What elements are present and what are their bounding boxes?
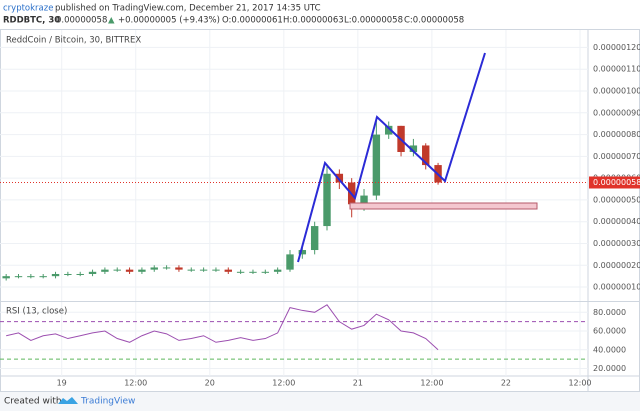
candle-body [51, 273, 60, 277]
candle-body [261, 271, 270, 273]
chart-title: ReddCoin / Bitcoin, 30, BITTREX [6, 36, 141, 46]
candle-body [14, 276, 23, 278]
candle-body [113, 269, 121, 271]
low: L:0.00000058 [344, 16, 403, 26]
candle-body [101, 269, 109, 272]
candle-body [409, 145, 418, 152]
candle-body [249, 271, 257, 273]
last-price-box [589, 176, 640, 189]
y-tick-label: 0.00000040 [593, 217, 640, 226]
candle-body [310, 226, 319, 251]
candle-body [125, 269, 134, 272]
y-tick-label: 80.0000 [593, 308, 626, 317]
candle-body [323, 173, 331, 227]
candle-body [2, 276, 10, 279]
candle-body [335, 173, 344, 183]
y-tick-label: 0.00000110 [593, 65, 640, 74]
candle-body [372, 134, 381, 196]
published: published on TradingView.com, December 2… [55, 4, 321, 14]
candle-body [138, 269, 146, 272]
y-tick-label: 0.00000030 [593, 239, 640, 248]
y-tick-label: 0.00000020 [593, 261, 640, 270]
x-tick-label: 22 [501, 379, 511, 388]
candle-body [422, 145, 430, 166]
y-tick-label: 0.00000070 [593, 152, 640, 161]
x-tick-label: 19 [57, 379, 67, 388]
change: +0.00000005 (+9.43%) [118, 16, 220, 26]
candle-body [27, 276, 35, 278]
candle-body [298, 250, 307, 255]
symbol: RDDBTC, 30 [3, 16, 60, 26]
y-tick-label: 20.0000 [593, 364, 626, 373]
open: O:0.00000061 [222, 16, 283, 26]
y-tick-label: 0.00000090 [593, 108, 640, 117]
y-tick-label: 60.0000 [593, 327, 626, 336]
x-tick-label: 20 [205, 379, 215, 388]
y-tick-label: 40.0000 [593, 345, 626, 354]
candle-body [150, 267, 158, 270]
x-tick-label: 21 [353, 379, 363, 388]
y-tick-label: 0.00000100 [593, 86, 640, 95]
candle-body [39, 276, 47, 278]
author[interactable]: cryptokraze [3, 4, 53, 14]
arrow: ▲ [108, 16, 115, 26]
candle-body [385, 125, 393, 135]
footer-brand[interactable]: TradingView [80, 397, 135, 407]
rsi-title: RSI (13, close) [6, 307, 67, 317]
footer-created: Created with [4, 397, 62, 407]
x-tick-label: 12:00 [272, 379, 295, 388]
y-tick-label: 0.00000080 [593, 130, 640, 139]
rsi-line [6, 304, 439, 351]
candle-body [224, 269, 232, 272]
high: H:0.00000063 [283, 16, 344, 26]
x-tick-label: 12:00 [568, 379, 591, 388]
y-tick-label: 0.00000050 [593, 195, 640, 204]
candle-body [76, 273, 84, 275]
candle-body [64, 273, 72, 275]
last-price-label: 0.00000058 [593, 178, 640, 187]
close: C:0.00000058 [404, 16, 464, 26]
candle-body [162, 267, 171, 269]
candle-body [187, 269, 195, 271]
y-tick-label: 0.00000120 [593, 43, 640, 52]
support-zone [349, 202, 538, 210]
footer [0, 392, 640, 411]
candle-body [236, 271, 245, 273]
candle-body [88, 271, 97, 274]
logo-icon [58, 397, 78, 404]
drawn-pattern [297, 52, 486, 263]
candle-body [175, 267, 183, 270]
x-tick-label: 12:00 [420, 379, 443, 388]
x-tick-label: 12:00 [124, 379, 147, 388]
y-tick-label: 0.00000010 [593, 283, 640, 292]
candle-body [212, 269, 220, 271]
candle-body [199, 269, 208, 271]
candle-body [286, 254, 294, 270]
price: 0.00000058 [56, 16, 107, 26]
candle-body [360, 195, 368, 205]
candle-body [273, 269, 282, 272]
